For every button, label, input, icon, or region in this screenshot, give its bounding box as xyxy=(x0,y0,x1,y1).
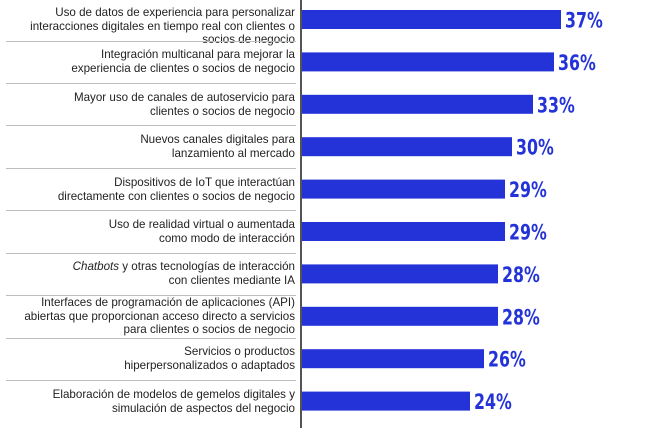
row-separator xyxy=(6,125,296,126)
bar xyxy=(302,94,533,114)
category-label: Dispositivos de IoT que interactúan dire… xyxy=(57,176,295,203)
value-label: 33% xyxy=(537,93,575,117)
row-separator xyxy=(6,168,296,169)
category-label: Chatbots y otras tecnologías de interacc… xyxy=(72,260,295,287)
value-label: 28% xyxy=(502,305,540,329)
row-separator xyxy=(6,83,296,84)
row-separator xyxy=(6,41,296,42)
bar xyxy=(302,222,505,241)
bar xyxy=(302,179,505,199)
bar xyxy=(302,264,498,284)
bar xyxy=(302,10,561,29)
category-label: Integración multicanal para mejorar la e… xyxy=(71,48,295,75)
value-label: 29% xyxy=(509,221,547,245)
value-label: 29% xyxy=(509,178,547,202)
category-label-emphasis: Chatbots xyxy=(72,260,120,273)
category-label: Uso de realidad virtual o aumentada como… xyxy=(108,218,295,245)
row-separator xyxy=(6,338,296,339)
bar xyxy=(302,306,498,326)
value-label: 28% xyxy=(502,263,540,287)
value-label: 24% xyxy=(474,390,512,414)
row-separator xyxy=(6,210,296,211)
category-label: Nuevos canales digitales para lanzamient… xyxy=(140,133,295,160)
value-label: 37% xyxy=(565,9,603,33)
row-separator xyxy=(6,295,296,296)
row-separator xyxy=(6,253,296,254)
category-label: Interfaces de programación de aplicacion… xyxy=(24,296,295,336)
category-label: Elaboración de modelos de gemelos digita… xyxy=(52,388,295,415)
bar xyxy=(302,349,484,369)
bar xyxy=(302,52,554,72)
value-label: 30% xyxy=(516,136,554,160)
category-label: Servicios o productos hiperpersonalizado… xyxy=(124,345,295,372)
bar xyxy=(302,391,470,411)
bar xyxy=(302,137,512,157)
category-label: Uso de datos de experiencia para persona… xyxy=(30,6,295,46)
value-label: 36% xyxy=(558,51,596,75)
row-separator xyxy=(6,380,296,381)
value-label: 26% xyxy=(488,348,526,372)
category-label: Mayor uso de canales de autoservicio par… xyxy=(73,91,295,118)
